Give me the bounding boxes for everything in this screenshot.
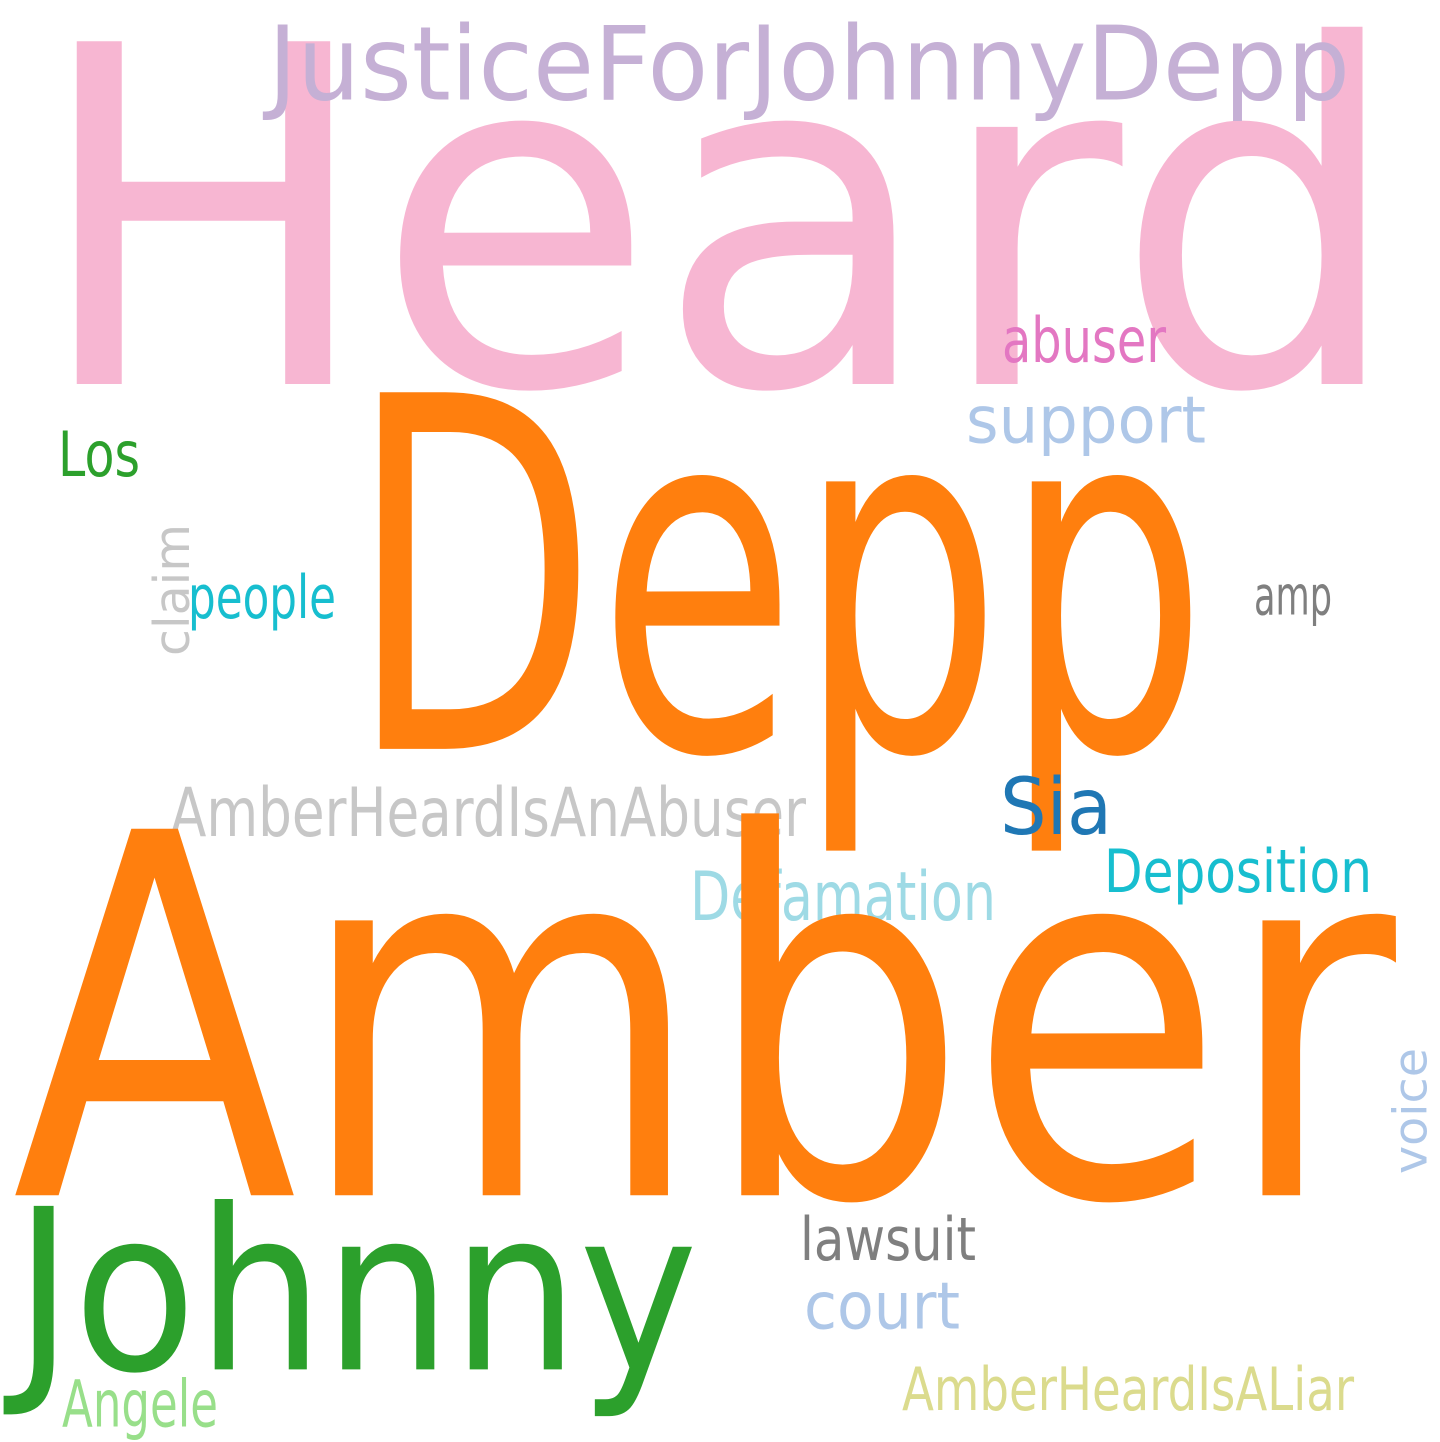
word-defamation: Defamation: [690, 857, 996, 937]
word-justiceforjohnnydepp: JusticeForJohnnyDepp: [268, 3, 1350, 124]
word-lawsuit: lawsuit: [800, 1204, 976, 1275]
word-court: court: [804, 1267, 960, 1344]
word-support: support: [966, 381, 1206, 458]
word-los: Los: [58, 418, 140, 492]
word-amp: amp: [1254, 564, 1332, 628]
word-johnny: Johnny: [14, 1160, 698, 1424]
word-deposition: Deposition: [1104, 836, 1372, 907]
word-heard: Heard: [32, 0, 1404, 497]
word-amber: Amber: [12, 727, 1397, 1316]
word-people: people: [188, 562, 336, 633]
word-angele: Angele: [62, 1365, 218, 1442]
word-voice: voice: [1383, 1048, 1438, 1174]
word-depp: Depp: [348, 294, 1208, 867]
word-abuser: abuser: [1002, 304, 1166, 378]
word-sia: Sia: [1000, 760, 1112, 853]
word-amberheardisanabuser: AmberHeardIsAnAbuser: [170, 773, 806, 853]
word-amberheardisaliar: AmberHeardIsALiar: [902, 1354, 1354, 1425]
